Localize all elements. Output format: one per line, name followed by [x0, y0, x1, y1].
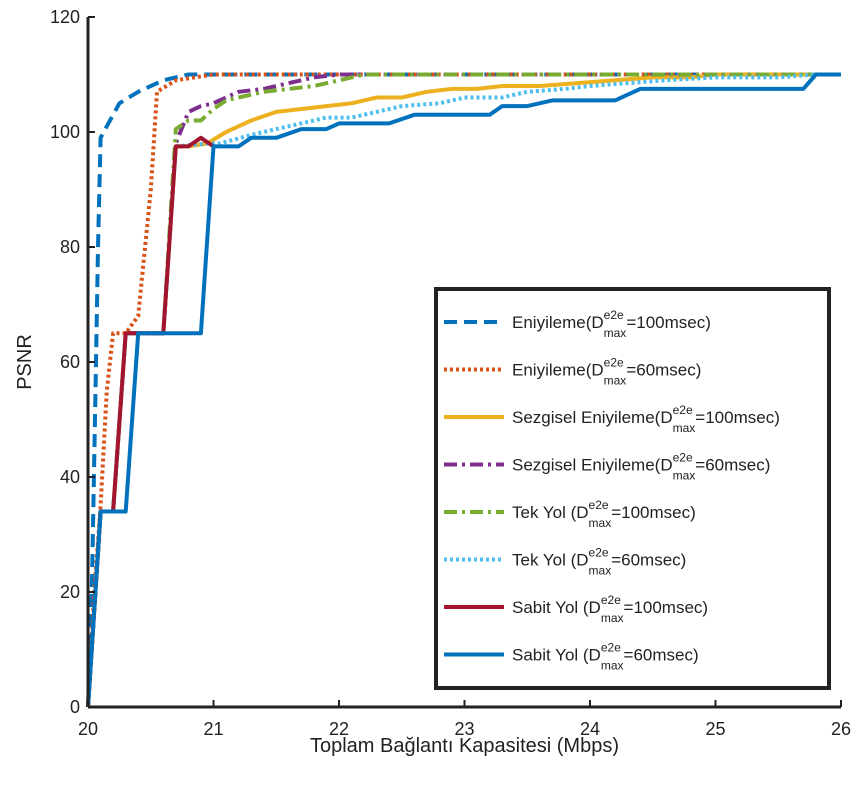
legend-box	[434, 287, 831, 690]
legend-sub-text: max	[601, 659, 624, 673]
legend-sub-text: max	[673, 421, 696, 435]
legend-sub-text: max	[673, 469, 696, 483]
y-tick-label: 20	[60, 582, 80, 602]
legend-sup-text: e2e	[673, 403, 693, 417]
legend-entry-4: Sezgisel Eniyileme(De2e max=60msec)	[512, 451, 770, 483]
legend-entry-6: Tek Yol (De2e max=60msec)	[512, 546, 686, 578]
plot-series-group	[86, 72, 841, 708]
legend-base-text: Sabit Yol (D	[512, 598, 601, 617]
x-tick-label: 20	[78, 719, 98, 739]
legend-entry-2: Eniyileme(De2e max=60msec)	[512, 356, 701, 388]
legend: Eniyileme(De2e max=100msec)Eniyileme(De2e…	[434, 287, 831, 690]
legend-tail-text: =100msec)	[611, 503, 696, 522]
legend-sub-text: max	[589, 564, 612, 578]
legend-entry-7: Sabit Yol (De2e max=100msec)	[512, 593, 708, 625]
y-tick-label: 60	[60, 352, 80, 372]
series-line-8	[86, 72, 841, 708]
legend-sub-text: max	[604, 374, 627, 388]
legend-base-text: Eniyileme(D	[512, 361, 604, 380]
y-tick-label: 100	[50, 122, 80, 142]
legend-sup-text: e2e	[604, 308, 624, 322]
legend-base-text: Sabit Yol (D	[512, 646, 601, 665]
series-line-1	[86, 72, 841, 708]
x-tick-label: 24	[580, 719, 600, 739]
legend-entry-3: Sezgisel Eniyileme(De2e max=100msec)	[512, 403, 780, 435]
x-tick-label: 26	[831, 719, 851, 739]
legend-tail-text: =60msec)	[695, 456, 770, 475]
legend-sub-text: max	[601, 611, 624, 625]
legend-entry-5: Tek Yol (De2e max=100msec)	[512, 498, 696, 530]
legend-sup-text: e2e	[601, 593, 621, 607]
y-tick-label: 120	[50, 7, 80, 27]
legend-base-text: Sezgisel Eniyileme(D	[512, 408, 673, 427]
x-tick-label: 23	[454, 719, 474, 739]
legend-base-text: Tek Yol (D	[512, 503, 589, 522]
y-tick-label: 40	[60, 467, 80, 487]
legend-base-text: Eniyileme(D	[512, 313, 604, 332]
legend-tail-text: =60msec)	[626, 361, 701, 380]
legend-sup-text: e2e	[601, 641, 621, 655]
legend-entry-8: Sabit Yol (De2e max=60msec)	[512, 641, 699, 673]
y-tick-label: 80	[60, 237, 80, 257]
legend-base-text: Sezgisel Eniyileme(D	[512, 456, 673, 475]
x-tick-label: 22	[329, 719, 349, 739]
legend-sub-text: max	[604, 326, 627, 340]
legend-sup-text: e2e	[673, 451, 693, 465]
legend-sup-text: e2e	[604, 356, 624, 370]
x-tick-label: 25	[705, 719, 725, 739]
x-axis-label: Toplam Bağlantı Kapasitesi (Mbps)	[310, 735, 619, 757]
legend-sup-text: e2e	[589, 498, 609, 512]
legend-tail-text: =100msec)	[624, 598, 709, 617]
y-axis-label: PSNR	[14, 334, 36, 390]
legend-base-text: Tek Yol (D	[512, 551, 589, 570]
legend-tail-text: =100msec)	[626, 313, 711, 332]
legend-tail-text: =60msec)	[624, 646, 699, 665]
legend-tail-text: =60msec)	[611, 551, 686, 570]
legend-sub-text: max	[589, 516, 612, 530]
y-tick-label: 0	[70, 697, 80, 717]
legend-sup-text: e2e	[589, 546, 609, 560]
legend-tail-text: =100msec)	[695, 408, 780, 427]
legend-entry-1: Eniyileme(De2e max=100msec)	[512, 308, 711, 340]
x-tick-label: 21	[203, 719, 223, 739]
